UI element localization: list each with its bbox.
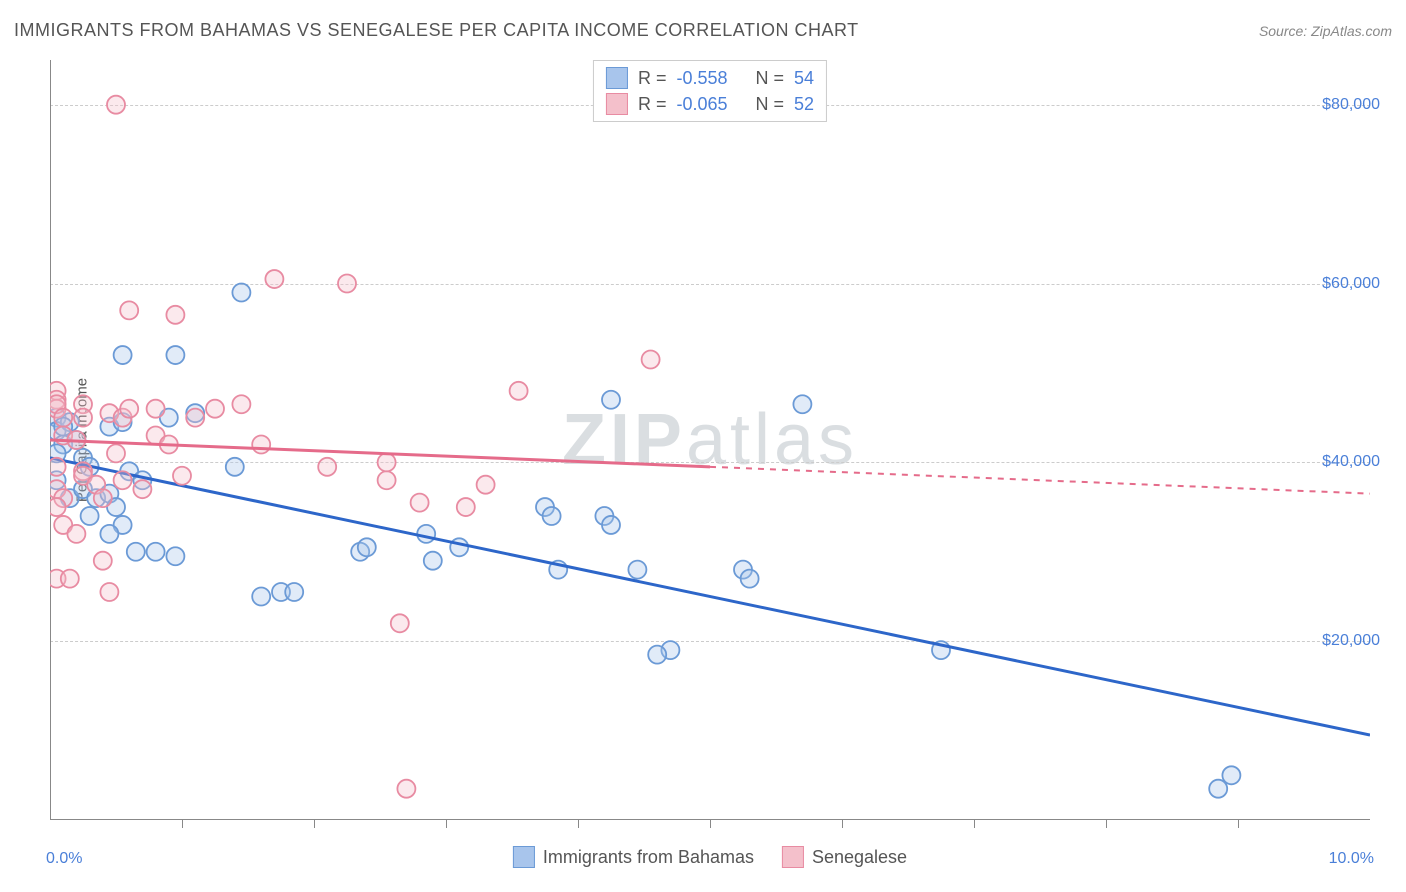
x-tick [710,820,711,828]
data-point [166,306,184,324]
data-point [358,538,376,556]
data-point [232,395,250,413]
data-point [391,614,409,632]
data-point [133,480,151,498]
data-point [147,400,165,418]
data-point [74,409,92,427]
n-value: 52 [794,94,814,115]
data-point [318,458,336,476]
data-point [642,351,660,369]
x-tick [578,820,579,828]
r-value: -0.065 [676,94,727,115]
chart-svg [50,60,1370,820]
n-label: N = [756,68,785,89]
data-point [54,409,72,427]
data-point [127,543,145,561]
data-point [81,507,99,525]
data-point [166,547,184,565]
data-point [741,570,759,588]
data-point [173,467,191,485]
x-tick [1106,820,1107,828]
data-point [120,301,138,319]
data-point [417,525,435,543]
data-point [67,525,85,543]
data-point [114,346,132,364]
legend-swatch-blue [606,67,628,89]
data-point [206,400,224,418]
data-point [50,498,66,516]
data-point [94,489,112,507]
data-point [166,346,184,364]
data-point [1222,766,1240,784]
legend-series: Immigrants from Bahamas Senegalese [513,846,907,868]
chart-title: IMMIGRANTS FROM BAHAMAS VS SENEGALESE PE… [14,20,859,41]
data-point [648,646,666,664]
legend-label: Senegalese [812,847,907,868]
data-point [285,583,303,601]
x-tick [314,820,315,828]
regression-line-dashed [710,467,1370,494]
legend-swatch-pink [782,846,804,868]
legend-swatch-blue [513,846,535,868]
data-point [186,409,204,427]
data-point [120,400,138,418]
data-point [397,780,415,798]
data-point [50,458,66,476]
data-point [477,476,495,494]
data-point [252,435,270,453]
x-tick [842,820,843,828]
data-point [338,275,356,293]
data-point [411,494,429,512]
data-point [378,471,396,489]
data-point [457,498,475,516]
x-tick [446,820,447,828]
legend-label: Immigrants from Bahamas [543,847,754,868]
legend-stats-row: R = -0.558 N = 54 [606,65,814,91]
chart-source: Source: ZipAtlas.com [1259,23,1392,39]
data-point [107,96,125,114]
x-tick [182,820,183,828]
data-point [232,283,250,301]
data-point [602,391,620,409]
data-point [793,395,811,413]
data-point [510,382,528,400]
r-label: R = [638,94,667,115]
data-point [1209,780,1227,798]
data-point [226,458,244,476]
x-tick [974,820,975,828]
legend-item: Senegalese [782,846,907,868]
n-value: 54 [794,68,814,89]
regression-line [50,458,1370,735]
data-point [378,453,396,471]
data-point [94,552,112,570]
n-label: N = [756,94,785,115]
data-point [100,525,118,543]
data-point [543,507,561,525]
legend-swatch-pink [606,93,628,115]
data-point [252,587,270,605]
data-point [100,583,118,601]
data-point [61,570,79,588]
legend-stats-row: R = -0.065 N = 52 [606,91,814,117]
r-label: R = [638,68,667,89]
data-point [628,561,646,579]
data-point [114,471,132,489]
chart-area: Per Capita Income ZIPatlas R = -0.558 N … [50,60,1370,820]
x-tick-label: 0.0% [46,850,82,868]
legend-stats: R = -0.558 N = 54 R = -0.065 N = 52 [593,60,827,122]
data-point [424,552,442,570]
plot-region: ZIPatlas R = -0.558 N = 54 R = -0.065 N … [50,60,1370,820]
x-tick-label: 10.0% [1329,850,1374,868]
legend-item: Immigrants from Bahamas [513,846,754,868]
data-point [602,516,620,534]
data-point [147,543,165,561]
r-value: -0.558 [676,68,727,89]
x-tick [1238,820,1239,828]
data-point [107,444,125,462]
data-point [265,270,283,288]
